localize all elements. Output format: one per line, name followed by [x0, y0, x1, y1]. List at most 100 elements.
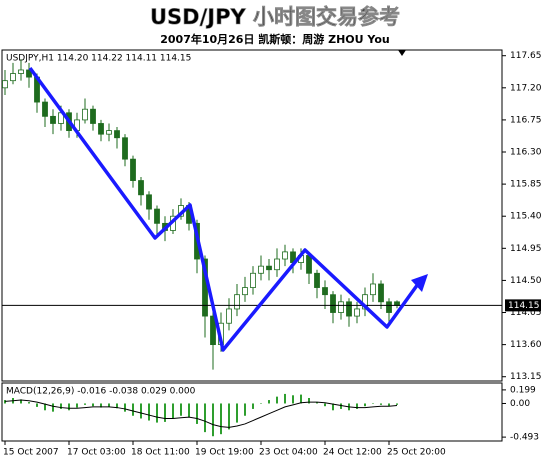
- macd-bar: [108, 403, 110, 407]
- marks: 117.65 117.20 116.75 116.30 115.85 115.40 114.…: [2, 51, 542, 458]
- macd-bar: [188, 403, 190, 418]
- macd-bar: [244, 403, 246, 416]
- y-tick-label: 114.05: [510, 308, 542, 318]
- y-tick-label: 116.30: [510, 148, 542, 158]
- x-tick-label: 19 Oct 19:00: [195, 448, 254, 458]
- macd-bar: [180, 403, 182, 416]
- macd-bar: [100, 403, 102, 408]
- y-tick-label: 115.40: [510, 212, 542, 222]
- macd-bar: [92, 403, 94, 407]
- candle-body: [322, 287, 328, 296]
- macd-bar: [44, 403, 46, 411]
- candle-body: [258, 265, 264, 274]
- macd-bar: [36, 403, 38, 407]
- chart-title: USD/JPY 小时图交易参考: [150, 5, 400, 29]
- candle-body: [2, 80, 8, 89]
- x-tick-label: 15 Oct 2007: [3, 448, 59, 458]
- y-tick-label: 0.199: [510, 385, 536, 395]
- x-tick-label: 24 Oct 12:00: [323, 448, 382, 458]
- macd-bar: [228, 403, 230, 430]
- y-tick-label: 113.15: [510, 372, 542, 382]
- candle-body: [338, 301, 344, 313]
- macd-bar: [324, 403, 326, 407]
- macd-bar: [60, 403, 62, 409]
- candle-body: [82, 108, 88, 121]
- y-tick-label: 116.75: [510, 115, 542, 125]
- arrow-head: [411, 274, 428, 292]
- macd-bar: [76, 403, 78, 408]
- x-tick-label: 25 Oct 20:00: [387, 448, 446, 458]
- macd-bar: [28, 402, 30, 404]
- x-tick-label: 23 Oct 04:00: [259, 448, 318, 458]
- candle-body: [330, 294, 336, 313]
- candle-body: [146, 194, 152, 210]
- macd-bar: [260, 403, 262, 404]
- y-tick-label: 113.60: [510, 340, 542, 350]
- last-price-label: 114.15: [508, 301, 540, 311]
- macd-bar: [212, 403, 214, 437]
- macd-frame: [1, 382, 503, 442]
- candle-body: [114, 130, 120, 139]
- x-tick-label: 18 Oct 11:00: [131, 448, 190, 458]
- macd-bar: [308, 398, 310, 404]
- macd-bar: [52, 403, 54, 412]
- candle-body: [306, 255, 312, 274]
- y-tick-label: 114.50: [510, 276, 542, 286]
- candle-body: [274, 258, 280, 271]
- y-tick-label: 117.65: [510, 51, 542, 61]
- last-price-box: [505, 299, 541, 312]
- candle-body: [282, 251, 288, 260]
- y-tick-label: 114.95: [510, 244, 542, 254]
- macd-bar: [132, 403, 134, 416]
- macd-bar: [68, 403, 70, 411]
- candle-body: [234, 294, 240, 310]
- candle-body: [26, 69, 32, 78]
- candle-body: [42, 101, 48, 117]
- macd-bar: [340, 403, 342, 409]
- candle-body: [18, 69, 24, 74]
- candle-body: [354, 308, 360, 317]
- candle-body: [346, 301, 352, 317]
- macd-bar: [140, 403, 142, 419]
- macd-bar: [148, 403, 150, 421]
- candle-body: [370, 283, 376, 296]
- y-tick-label: -0.493: [510, 433, 539, 443]
- macd-bar: [164, 403, 166, 422]
- candle-body: [122, 137, 128, 160]
- macd-bar: [396, 403, 398, 405]
- macd-bar: [84, 403, 86, 405]
- macd-bar: [388, 403, 390, 407]
- x-tick-label: 17 Oct 03:00: [67, 448, 126, 458]
- macd-bar: [124, 403, 126, 412]
- candle-body: [154, 208, 160, 224]
- y-tick-label: 117.20: [510, 83, 542, 93]
- candle-body: [50, 115, 56, 124]
- candle-body: [314, 272, 320, 288]
- macd-bar: [300, 394, 302, 404]
- candle-body: [266, 265, 272, 271]
- macd-bar: [356, 403, 358, 409]
- y-tick-label: 0.00: [510, 399, 530, 409]
- macd-bar: [196, 403, 198, 424]
- shift-marker: [398, 50, 406, 56]
- macd-bar: [236, 403, 238, 423]
- candle-body: [98, 123, 104, 135]
- chart-subtitle: 2007年10月26日 凯斯顿：周游 ZHOU You: [160, 32, 390, 46]
- trend-annotation: [28, 66, 420, 352]
- macd-label: MACD(12,26,9) -0.016 -0.038 0.029 0.000: [6, 387, 196, 397]
- candle-body: [394, 301, 400, 306]
- macd-bar: [156, 403, 158, 423]
- macd-bar: [332, 403, 334, 411]
- macd-bar: [372, 403, 374, 404]
- macd-bar: [380, 403, 382, 405]
- candle-body: [210, 315, 216, 346]
- macd-bar: [316, 402, 318, 404]
- candle-body: [386, 301, 392, 313]
- candle-body: [250, 272, 256, 288]
- main-frame: [1, 49, 503, 382]
- y-tick-label: 115.85: [510, 180, 542, 190]
- macd-bar: [364, 403, 366, 407]
- info-label: USDJPY,H1 114.20 114.22 114.11 114.15: [6, 54, 191, 64]
